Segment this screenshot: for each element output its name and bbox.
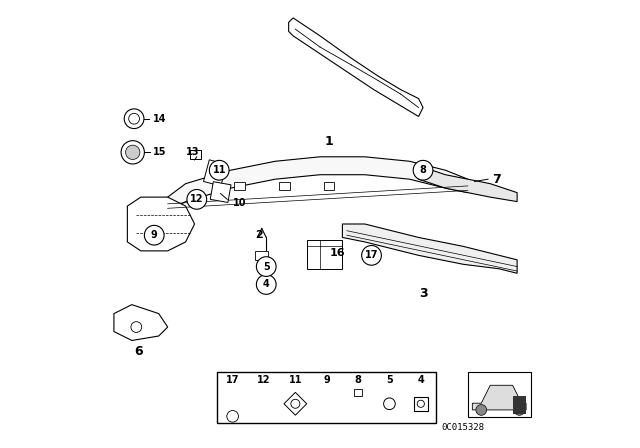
Circle shape [514, 405, 525, 415]
Text: 0C015328: 0C015328 [442, 423, 485, 432]
Circle shape [121, 141, 145, 164]
Text: 1: 1 [324, 134, 333, 148]
Text: 4: 4 [263, 280, 269, 289]
Text: 8: 8 [355, 375, 362, 385]
Bar [414, 397, 428, 410]
Circle shape [125, 145, 140, 159]
Text: 11: 11 [212, 165, 226, 175]
Text: 17: 17 [365, 250, 378, 260]
Text: 15: 15 [153, 147, 166, 157]
Text: 8: 8 [420, 165, 426, 175]
Text: 2: 2 [255, 230, 262, 240]
Text: 4: 4 [417, 375, 424, 385]
Text: 7: 7 [493, 172, 501, 186]
Text: 5: 5 [386, 375, 393, 385]
Text: 12: 12 [190, 194, 204, 204]
Circle shape [362, 246, 381, 265]
Bar [284, 392, 307, 415]
Circle shape [209, 160, 229, 180]
Text: 10: 10 [233, 198, 246, 208]
Text: 9: 9 [323, 375, 330, 385]
PathPatch shape [472, 385, 526, 410]
Bar [279, 182, 289, 190]
Text: 14: 14 [153, 114, 166, 124]
Bar [324, 182, 334, 190]
Text: 13: 13 [186, 147, 199, 157]
Circle shape [145, 225, 164, 245]
PathPatch shape [342, 224, 517, 273]
Circle shape [187, 190, 207, 209]
Bar [204, 160, 227, 186]
Circle shape [476, 405, 486, 415]
Text: 6: 6 [134, 345, 143, 358]
Bar [234, 182, 244, 190]
PathPatch shape [127, 197, 195, 251]
Text: 11: 11 [289, 375, 302, 385]
Bar [355, 389, 362, 396]
Circle shape [257, 275, 276, 294]
Text: 16: 16 [330, 248, 346, 258]
PathPatch shape [289, 18, 423, 116]
Bar [210, 182, 231, 202]
Text: 12: 12 [257, 375, 271, 385]
Text: 17: 17 [226, 375, 239, 385]
Bar [468, 372, 531, 417]
Bar [190, 150, 201, 159]
Circle shape [413, 160, 433, 180]
PathPatch shape [419, 166, 517, 202]
PathPatch shape [114, 305, 168, 340]
PathPatch shape [168, 157, 468, 211]
Bar [307, 240, 342, 269]
Bar [217, 372, 436, 423]
Text: 5: 5 [263, 262, 269, 271]
Circle shape [124, 109, 144, 129]
Bar [255, 251, 269, 260]
Bar [513, 396, 526, 414]
Text: 3: 3 [419, 287, 428, 300]
Text: 9: 9 [151, 230, 157, 240]
Circle shape [257, 257, 276, 276]
